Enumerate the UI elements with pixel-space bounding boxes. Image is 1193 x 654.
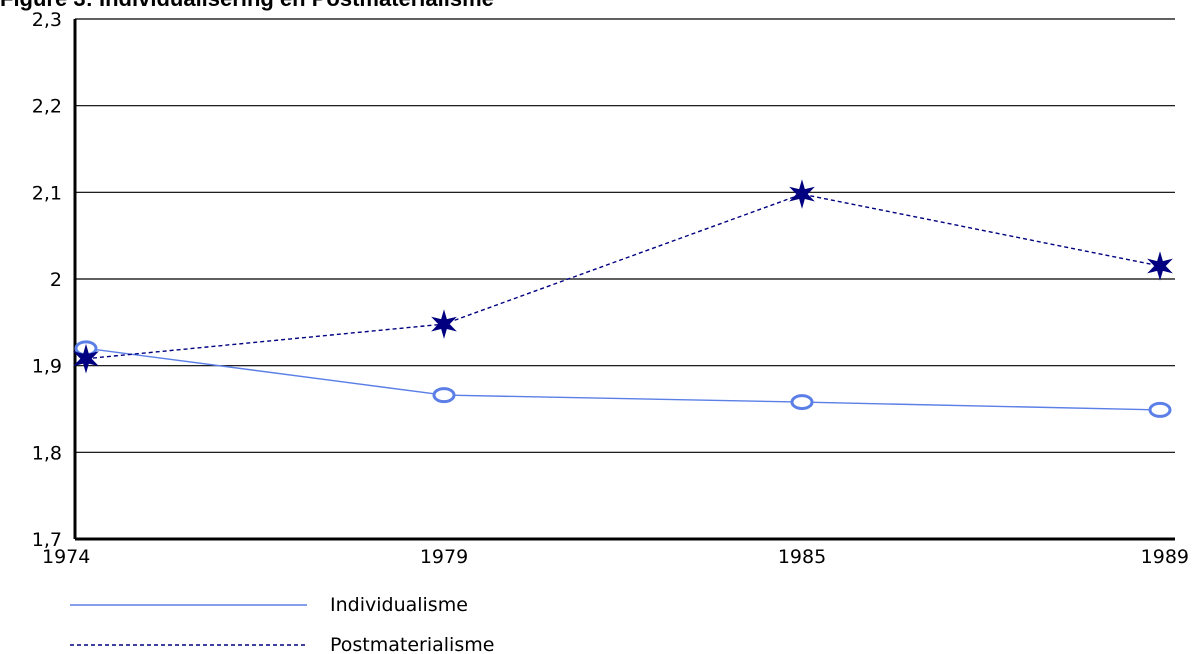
x-tick-label: 1989 [1141,546,1189,568]
y-tick-label: 1,8 [32,442,62,464]
x-tick-label: 1985 [778,546,826,568]
y-tick-label: 2,1 [32,182,62,204]
series-line-individualisme [85,347,1161,411]
data-point-individualisme [432,387,456,404]
data-point-postmaterialisme [73,343,99,374]
y-tick-label: 1,7 [32,529,62,551]
data-point-postmaterialisme [431,309,457,339]
x-tick-label: 1974 [42,546,90,568]
y-tick-label: 2 [50,269,62,291]
y-tick-label: 2,3 [32,9,62,31]
series-line-postmaterialisme [85,193,1161,360]
y-tick-label: 2,2 [32,96,62,118]
legend-label-postmaterialisme: Postmaterialisme [330,634,494,654]
data-point-individualisme [790,394,814,411]
data-point-postmaterialisme [789,179,815,209]
y-tick-label: 1,9 [32,356,62,378]
x-tick-label: 1979 [420,546,468,568]
data-point-postmaterialisme [1147,251,1173,281]
data-point-individualisme [1148,401,1172,418]
legend-label-individualisme: Individualisme [330,594,468,616]
chart-title: Figure 3: Individualisering en Postmater… [0,0,494,12]
